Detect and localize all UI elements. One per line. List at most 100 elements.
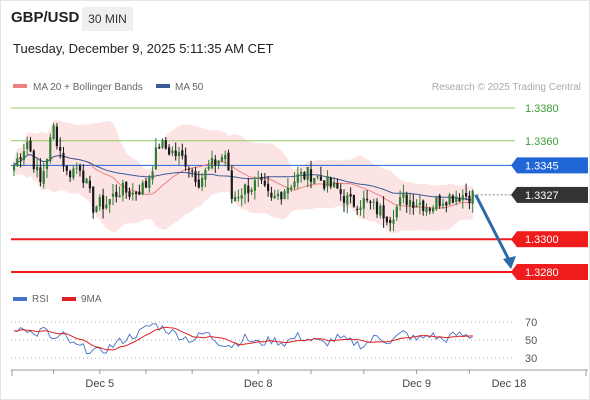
level-tag-1-3345 [517,157,588,174]
candle-body [309,169,313,182]
forecast-arrow [474,194,516,269]
candle-body [303,172,306,180]
candle-body [425,207,428,213]
legend-label-ma50: MA 50 [175,82,204,93]
candle-body [171,150,174,154]
rsi-line [13,323,473,354]
candle-body [458,198,461,202]
level-label-1-3360: 1.3360 [525,136,559,148]
candle-body [36,166,39,171]
candle-body [16,158,19,166]
legend-swatch-rsi-ma [62,297,76,301]
forecast-arrow-shaft [474,194,512,263]
candle-body [260,177,263,181]
candle-body [168,147,171,155]
candle-body [161,139,164,148]
candle-body [115,191,118,197]
level-label-1-3280: 1.3280 [525,267,559,279]
rsi-legend: RSI 9MA [13,294,102,305]
x-tick-label: Dec 9 [402,378,431,390]
candle-body [187,168,190,170]
candle-body [290,187,293,190]
candle-body [45,159,49,170]
candle-body [412,201,415,209]
candle-body [300,172,303,175]
candle-body [435,197,438,210]
candle-body [267,183,270,192]
candle-body [342,196,346,203]
candle-body [455,196,458,203]
candle-body [445,202,448,206]
candle-body [92,186,95,213]
candle-body [392,219,395,224]
level-label-1-3380: 1.3380 [525,103,559,115]
candle-body [214,159,217,166]
candle-body [201,177,204,187]
candle-body [336,183,339,189]
chart-header: GBP/USD 30 MIN [0,0,590,37]
ma20-line [13,154,473,209]
legend-swatch-ma20 [13,84,27,88]
candle-body [418,202,421,205]
candle-body [465,193,468,197]
candle-body [385,216,388,223]
candle-body [461,195,464,201]
level-tag-pointer [511,264,517,280]
candle-body [326,175,329,187]
moving-averages [13,154,473,209]
candle-body [62,152,65,167]
candle-body [253,180,256,191]
candle-body [306,166,309,180]
level-label-1-3300: 1.3300 [525,234,559,246]
candle-body [177,152,181,157]
candle-body [128,191,131,197]
candle-body [184,154,187,167]
candle-body [55,126,58,147]
candle-body [296,173,299,183]
candle-body [29,140,32,152]
candle-body [399,197,402,206]
candle-body [78,165,82,171]
candle-body [39,167,42,182]
candle-body [49,137,52,162]
candle-body [204,169,207,180]
candle-body [121,182,124,196]
rsi-level-label-70: 70 [525,317,537,329]
level-tags: 1.3380 1.3360 1.3345 1.3327 1.3300 1.3280 [511,103,588,280]
bollinger-bands [14,120,473,234]
candle-body [131,192,134,195]
candle-body [375,201,379,215]
candle-body [75,167,78,169]
x-axis: Dec 5 Dec 8 Dec 9 Dec 18 [11,370,587,390]
candle-body [164,140,167,149]
level-label-1-3327: 1.3327 [525,190,559,202]
candle-body [349,193,352,197]
candle-body [438,195,441,207]
candle-body [210,157,214,169]
candle-body [379,205,382,216]
candle-body [26,141,29,150]
rsi-level-label-50: 50 [525,335,537,347]
candle-body [356,208,359,211]
datetime-label: Tuesday, December 9, 2025 5:11:35 AM CET [13,41,274,56]
timeframe-button[interactable]: 30 MIN [82,7,133,31]
legend-label-rsi-ma: 9MA [81,294,102,305]
candle-body [471,190,474,204]
candle-body [451,195,454,203]
candle-body [138,191,141,195]
candle-body [346,195,349,205]
candle-body [293,181,296,188]
candle-body [72,168,75,178]
candle-body [359,207,362,210]
bollinger-band-area [14,120,473,234]
candle-body [250,189,253,192]
level-tag-pointer [511,231,517,248]
candle-body [237,197,240,199]
candle-body [227,152,230,171]
candle-body [154,147,157,170]
candle-body [174,150,177,156]
candle-body [263,180,266,186]
candle-body [257,177,260,179]
candle-body [98,197,101,207]
candle-body [141,182,144,195]
